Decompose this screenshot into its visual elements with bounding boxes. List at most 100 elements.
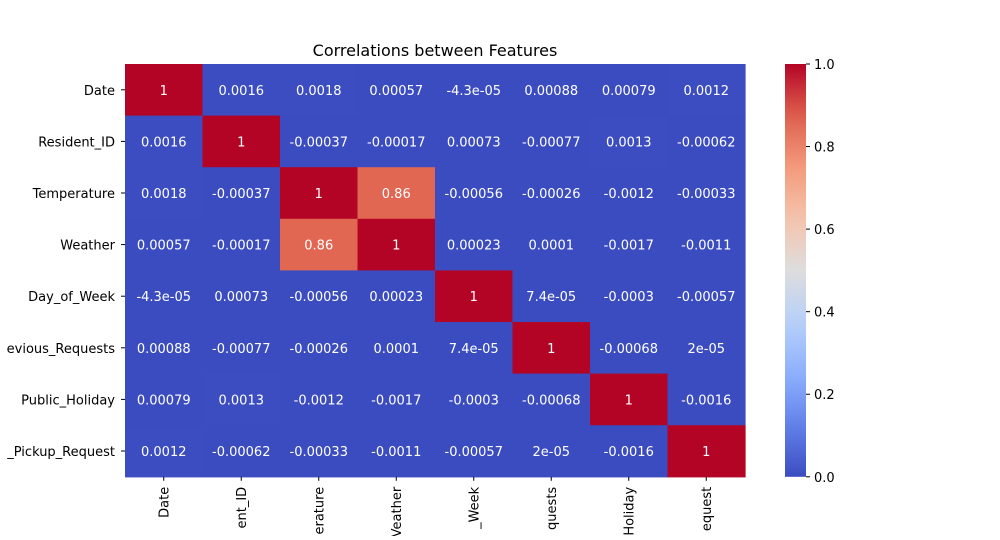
heatmap-cells: 1 0.0016 0.0018 0.00057 -4.3e-05 0.00088 0.000…: [125, 64, 746, 478]
cell-annotation: 2e-05: [687, 342, 725, 357]
cell-annotation: 0.0012: [141, 445, 187, 460]
heatmap-cell: [435, 218, 514, 271]
cell-annotation: 0.0018: [296, 84, 342, 99]
cell-annotation: 2e-05: [532, 445, 570, 460]
cell-annotation: -0.00037: [290, 135, 348, 150]
heatmap-cell: [202, 218, 281, 271]
cell-annotation: 1: [160, 84, 168, 99]
cell-annotation: -0.00037: [212, 187, 270, 202]
heatmap-cell: [435, 373, 514, 426]
heatmap-cell: [667, 64, 746, 117]
cell-annotation: -0.00017: [212, 239, 270, 254]
row-label: Weather: [60, 239, 115, 254]
cell-annotation: -0.0016: [604, 445, 654, 460]
heatmap-cell: [125, 167, 204, 220]
cell-annotation: 0.00023: [447, 239, 501, 254]
heatmap-cell: [357, 167, 436, 220]
cell-annotation: 0.00057: [137, 239, 191, 254]
cell-annotation: 0.0001: [529, 239, 575, 254]
heatmap-cell: [280, 425, 359, 478]
heatmap-cell: [357, 425, 436, 478]
colorbar: 0.0 0.2 0.4 0.6 0.8 1.0: [785, 58, 835, 486]
colorbar-gradient: [785, 64, 806, 477]
cell-annotation: -0.0012: [294, 393, 344, 408]
cell-annotation: 1: [392, 239, 400, 254]
cell-annotation: 0.0001: [374, 342, 420, 357]
cell-annotation: -0.0011: [371, 445, 421, 460]
cell-annotation: -0.00057: [677, 290, 735, 305]
heatmap-cell: [280, 322, 359, 375]
cell-annotation: -0.00033: [677, 187, 735, 202]
cell-annotation: 1: [625, 393, 633, 408]
heatmap-cell: [357, 218, 436, 271]
cell-annotation: 0.00088: [137, 342, 191, 357]
heatmap-cell: [667, 218, 746, 271]
heatmap-cell: [280, 218, 359, 271]
heatmap-cell: [590, 373, 669, 426]
heatmap-cell: [590, 322, 669, 375]
cell-annotation: 1: [237, 135, 245, 150]
cell-annotation: 7.4e-05: [449, 342, 499, 357]
heatmap-cell: [125, 218, 204, 271]
heatmap-cell: [435, 167, 514, 220]
cell-annotation: -0.00068: [600, 342, 658, 357]
heatmap-cell: [435, 115, 514, 168]
cell-annotation: 1: [470, 290, 478, 305]
heatmap-cell: [435, 270, 514, 323]
cell-annotation: 0.0013: [219, 393, 265, 408]
column-label: Holiday: [623, 487, 638, 536]
cell-annotation: -4.3e-05: [446, 84, 501, 99]
heatmap-cell: [667, 270, 746, 323]
heatmap-cell: [280, 167, 359, 220]
heatmap-cell: [667, 115, 746, 168]
column-label: erature: [313, 487, 328, 535]
heatmap-cell: [590, 115, 669, 168]
column-label: equest: [700, 487, 715, 531]
heatmap-cell: [125, 270, 204, 323]
heatmap-cell: [512, 115, 591, 168]
column-labels: Date ent_ID erature Veather _Week quests Holid…: [158, 476, 715, 537]
heatmap-cell: [357, 64, 436, 117]
cell-annotation: 0.00057: [369, 84, 423, 99]
heatmap-cell: [280, 270, 359, 323]
cell-annotation: -0.0016: [681, 393, 731, 408]
heatmap-cell: [435, 322, 514, 375]
colorbar-tick-label: 1.0: [814, 58, 835, 73]
cell-annotation: -0.00056: [445, 187, 503, 202]
cell-annotation: -0.0012: [604, 187, 654, 202]
heatmap-cell: [667, 322, 746, 375]
row-label: Date: [84, 84, 115, 99]
heatmap-cell: [357, 270, 436, 323]
heatmap-cell: [435, 425, 514, 478]
heatmap-cell: [512, 64, 591, 117]
heatmap-cell: [590, 218, 669, 271]
cell-annotation: -0.0017: [604, 239, 654, 254]
cell-annotation: 0.00088: [524, 84, 578, 99]
cell-annotation: 0.0016: [219, 84, 265, 99]
cell-annotation: 0.0016: [141, 135, 187, 150]
colorbar-tick-label: 0.6: [814, 223, 835, 238]
heatmap-cell: [280, 115, 359, 168]
heatmap-cell: [512, 425, 591, 478]
heatmap-cell: [667, 167, 746, 220]
cell-annotation: -0.00077: [212, 342, 270, 357]
chart-title: Correlations between Features: [313, 41, 558, 60]
heatmap-cell: [280, 64, 359, 117]
heatmap-cell: [512, 322, 591, 375]
cell-annotation: -0.00068: [522, 393, 580, 408]
heatmap-cell: [125, 373, 204, 426]
heatmap-cell: [590, 425, 669, 478]
cell-annotation: -4.3e-05: [136, 290, 191, 305]
cell-annotation: -0.00033: [290, 445, 348, 460]
cell-annotation: 0.0013: [606, 135, 652, 150]
cell-annotation: -0.0003: [449, 393, 499, 408]
cell-annotation: -0.00077: [522, 135, 580, 150]
row-label: _Pickup_Request: [6, 445, 115, 460]
cell-annotation: 1: [547, 342, 555, 357]
heatmap-cell: [202, 373, 281, 426]
heatmap-cell: [202, 322, 281, 375]
cell-annotation: 1: [702, 445, 710, 460]
colorbar-tick-label: 0.4: [814, 306, 835, 321]
